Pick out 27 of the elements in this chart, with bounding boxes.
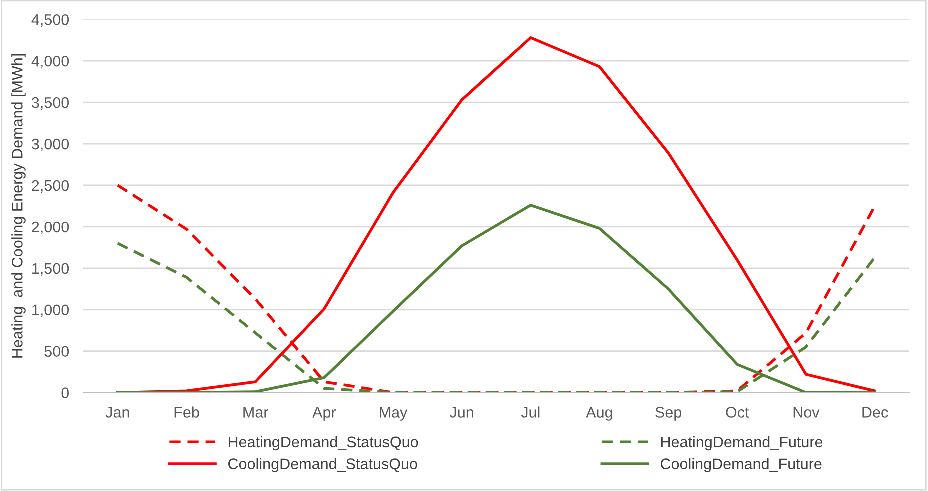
x-tick-label: Sep bbox=[656, 407, 682, 421]
x-tick-label: Jun bbox=[450, 407, 474, 418]
x-tick-label: Jan bbox=[106, 407, 130, 418]
legend-label: HeatingDemand_Future bbox=[661, 436, 823, 451]
y-tick-label: 1,500 bbox=[32, 263, 70, 276]
x-tick-label: May bbox=[380, 407, 408, 421]
x-tick-label: Dec bbox=[862, 407, 888, 418]
legend-label: HeatingDemand_StatusQuo bbox=[229, 436, 418, 451]
y-tick-label: 4,500 bbox=[32, 14, 70, 28]
legend-label: CoolingDemand_StatusQuo bbox=[228, 458, 418, 473]
x-tick-label: Apr bbox=[312, 407, 336, 421]
y-tick-label: 3,000 bbox=[32, 138, 70, 152]
x-tick-label: Mar bbox=[244, 407, 268, 418]
x-tick-label: Oct bbox=[726, 407, 750, 418]
y-tick-label: 4,000 bbox=[32, 56, 70, 69]
y-tick-label: 2,500 bbox=[32, 180, 70, 193]
x-tick-label: Feb bbox=[174, 406, 200, 418]
y-axis-title: Heating and Cooling Energy Demand [MWh] bbox=[12, 54, 26, 358]
x-tick-label: Jul bbox=[521, 406, 540, 418]
y-tick-label: 2,000 bbox=[32, 222, 70, 234]
x-tick-label: Aug bbox=[586, 407, 612, 421]
y-tick-label: 0 bbox=[62, 388, 70, 398]
y-tick-label: 3,500 bbox=[32, 97, 70, 110]
y-tick-label: 500 bbox=[44, 346, 70, 358]
y-tick-label: 1,000 bbox=[32, 304, 70, 318]
legend-label: CoolingDemand_Future bbox=[660, 458, 822, 473]
x-tick-label: Nov bbox=[794, 407, 820, 418]
